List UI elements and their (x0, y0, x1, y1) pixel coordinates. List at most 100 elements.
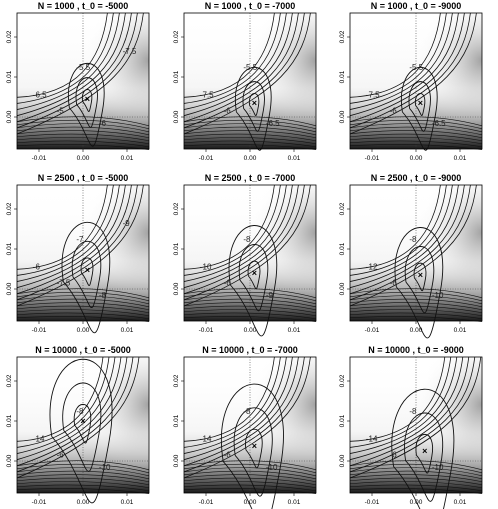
contour-label: -6 (224, 107, 232, 116)
contour-label: -10 (200, 262, 212, 271)
contour-line (349, 116, 483, 127)
contour-line (183, 460, 317, 471)
y-tick-label: 0.00 (6, 454, 13, 467)
contour-line (183, 184, 305, 301)
contour-panel: N = 2500 , t_0 = -5000 -7 -7.5 -8 -6 -9 × -0.01… (6, 173, 150, 334)
contour-line (183, 140, 317, 148)
contour-line (408, 81, 431, 132)
contour-line (16, 184, 120, 282)
contour-line (349, 184, 465, 295)
contour-label: -6 (99, 119, 107, 128)
y-tick-label: 0.01 (173, 242, 180, 255)
contour-line (233, 407, 273, 497)
contour-line (183, 316, 317, 323)
contour-line (16, 295, 150, 305)
contour-line (349, 470, 483, 480)
contour-line (183, 126, 317, 136)
contour-label: -6 (224, 451, 232, 460)
x-tick-label: 0.01 (288, 327, 301, 334)
contour-line (349, 184, 453, 282)
x-tick-label: 0.00 (77, 327, 90, 334)
contour-line (234, 66, 272, 151)
x-tick-label: 0.01 (121, 327, 134, 334)
y-tick-label: 0.02 (173, 202, 180, 215)
contour-label: -10 (266, 463, 278, 472)
contour-label: -9 (123, 219, 131, 228)
contour-line (349, 298, 483, 308)
contour-line (183, 144, 317, 151)
contour-line (16, 488, 150, 495)
contour-line (183, 12, 305, 129)
contour-line (183, 488, 317, 495)
contour-line (183, 184, 275, 270)
y-tick-label: 0.01 (6, 414, 13, 427)
contour-label: -8 (99, 291, 107, 300)
contour-line (349, 356, 476, 473)
contour-line (349, 12, 453, 110)
x-tick-label: -0.01 (365, 327, 380, 334)
contour-line (415, 433, 434, 474)
contour-line (71, 240, 102, 308)
contour-line (16, 184, 144, 307)
maximum-marker: × (422, 446, 427, 456)
contour-label: -7.5 (200, 90, 214, 99)
contour-line (16, 130, 150, 139)
contour-line (16, 474, 150, 483)
contour-line (349, 477, 483, 486)
contour-line (183, 137, 317, 145)
contour-line (349, 184, 447, 276)
contour-panel: N = 1000 , t_0 = -9000 -5.5 -6 -6.5 -7.5 × -0.… (339, 1, 483, 162)
contour-line (81, 89, 93, 113)
maximum-marker: × (85, 265, 90, 275)
y-tick-label: 0.02 (6, 202, 13, 215)
x-tick-label: 0.00 (77, 155, 90, 162)
x-tick-label: -0.01 (199, 327, 214, 334)
y-tick-label: 0.00 (339, 110, 346, 123)
y-tick-label: 0.01 (6, 242, 13, 255)
contour-line (183, 12, 281, 104)
contour-line (183, 302, 317, 311)
contour-label: -6.5 (33, 90, 47, 99)
contour-line (49, 358, 113, 504)
y-tick-label: 0.02 (6, 30, 13, 43)
contour-line (16, 302, 150, 311)
contour-line (16, 356, 116, 454)
x-tick-label: -0.01 (199, 499, 214, 506)
contour-line (16, 288, 150, 299)
contour-label: -10 (432, 463, 444, 472)
contour-line (16, 298, 150, 308)
panel-title: N = 1000 , t_0 = -5000 (38, 1, 129, 11)
contour-line (183, 288, 317, 299)
contour-line (349, 356, 482, 479)
contour-label: -5.5 (243, 63, 257, 72)
x-tick-label: 0.01 (121, 155, 134, 162)
contour-line (183, 123, 317, 133)
contour-line (183, 356, 311, 479)
contour-panel: N = 1000 , t_0 = -7000 -5.5 -6 -6.5 -7.5 × -0.… (173, 1, 317, 162)
contour-line (349, 316, 483, 323)
maximum-marker: × (252, 98, 257, 108)
contour-line (349, 288, 483, 299)
contour-line (16, 460, 150, 471)
contour-line (349, 12, 477, 135)
contour-line (16, 119, 150, 130)
y-tick-label: 0.01 (339, 242, 346, 255)
contour-line (183, 477, 317, 486)
contour-line (16, 12, 126, 117)
contour-panel: N = 10000 , t_0 = -5000 -8 -6 -10 -14 × -0.01 0… (6, 345, 150, 506)
contour-line (183, 356, 281, 448)
contour-line (16, 126, 150, 136)
panel-title: N = 10000 , t_0 = -5000 (35, 345, 131, 355)
contour-line (73, 403, 92, 444)
y-tick-label: 0.02 (339, 374, 346, 387)
x-tick-label: 0.00 (410, 327, 423, 334)
panel-title: N = 10000 , t_0 = -7000 (202, 345, 298, 355)
contour-line (349, 184, 477, 307)
contour-line (183, 463, 317, 474)
contour-label: -8 (76, 407, 84, 416)
contour-line (349, 302, 483, 311)
contour-line (349, 133, 483, 142)
contour-panel: N = 2500 , t_0 = -7000 -8 -6 -9 -10 × -0.01 0.0… (173, 173, 317, 337)
contour-line (16, 356, 134, 473)
y-tick-label: 0.02 (173, 374, 180, 387)
